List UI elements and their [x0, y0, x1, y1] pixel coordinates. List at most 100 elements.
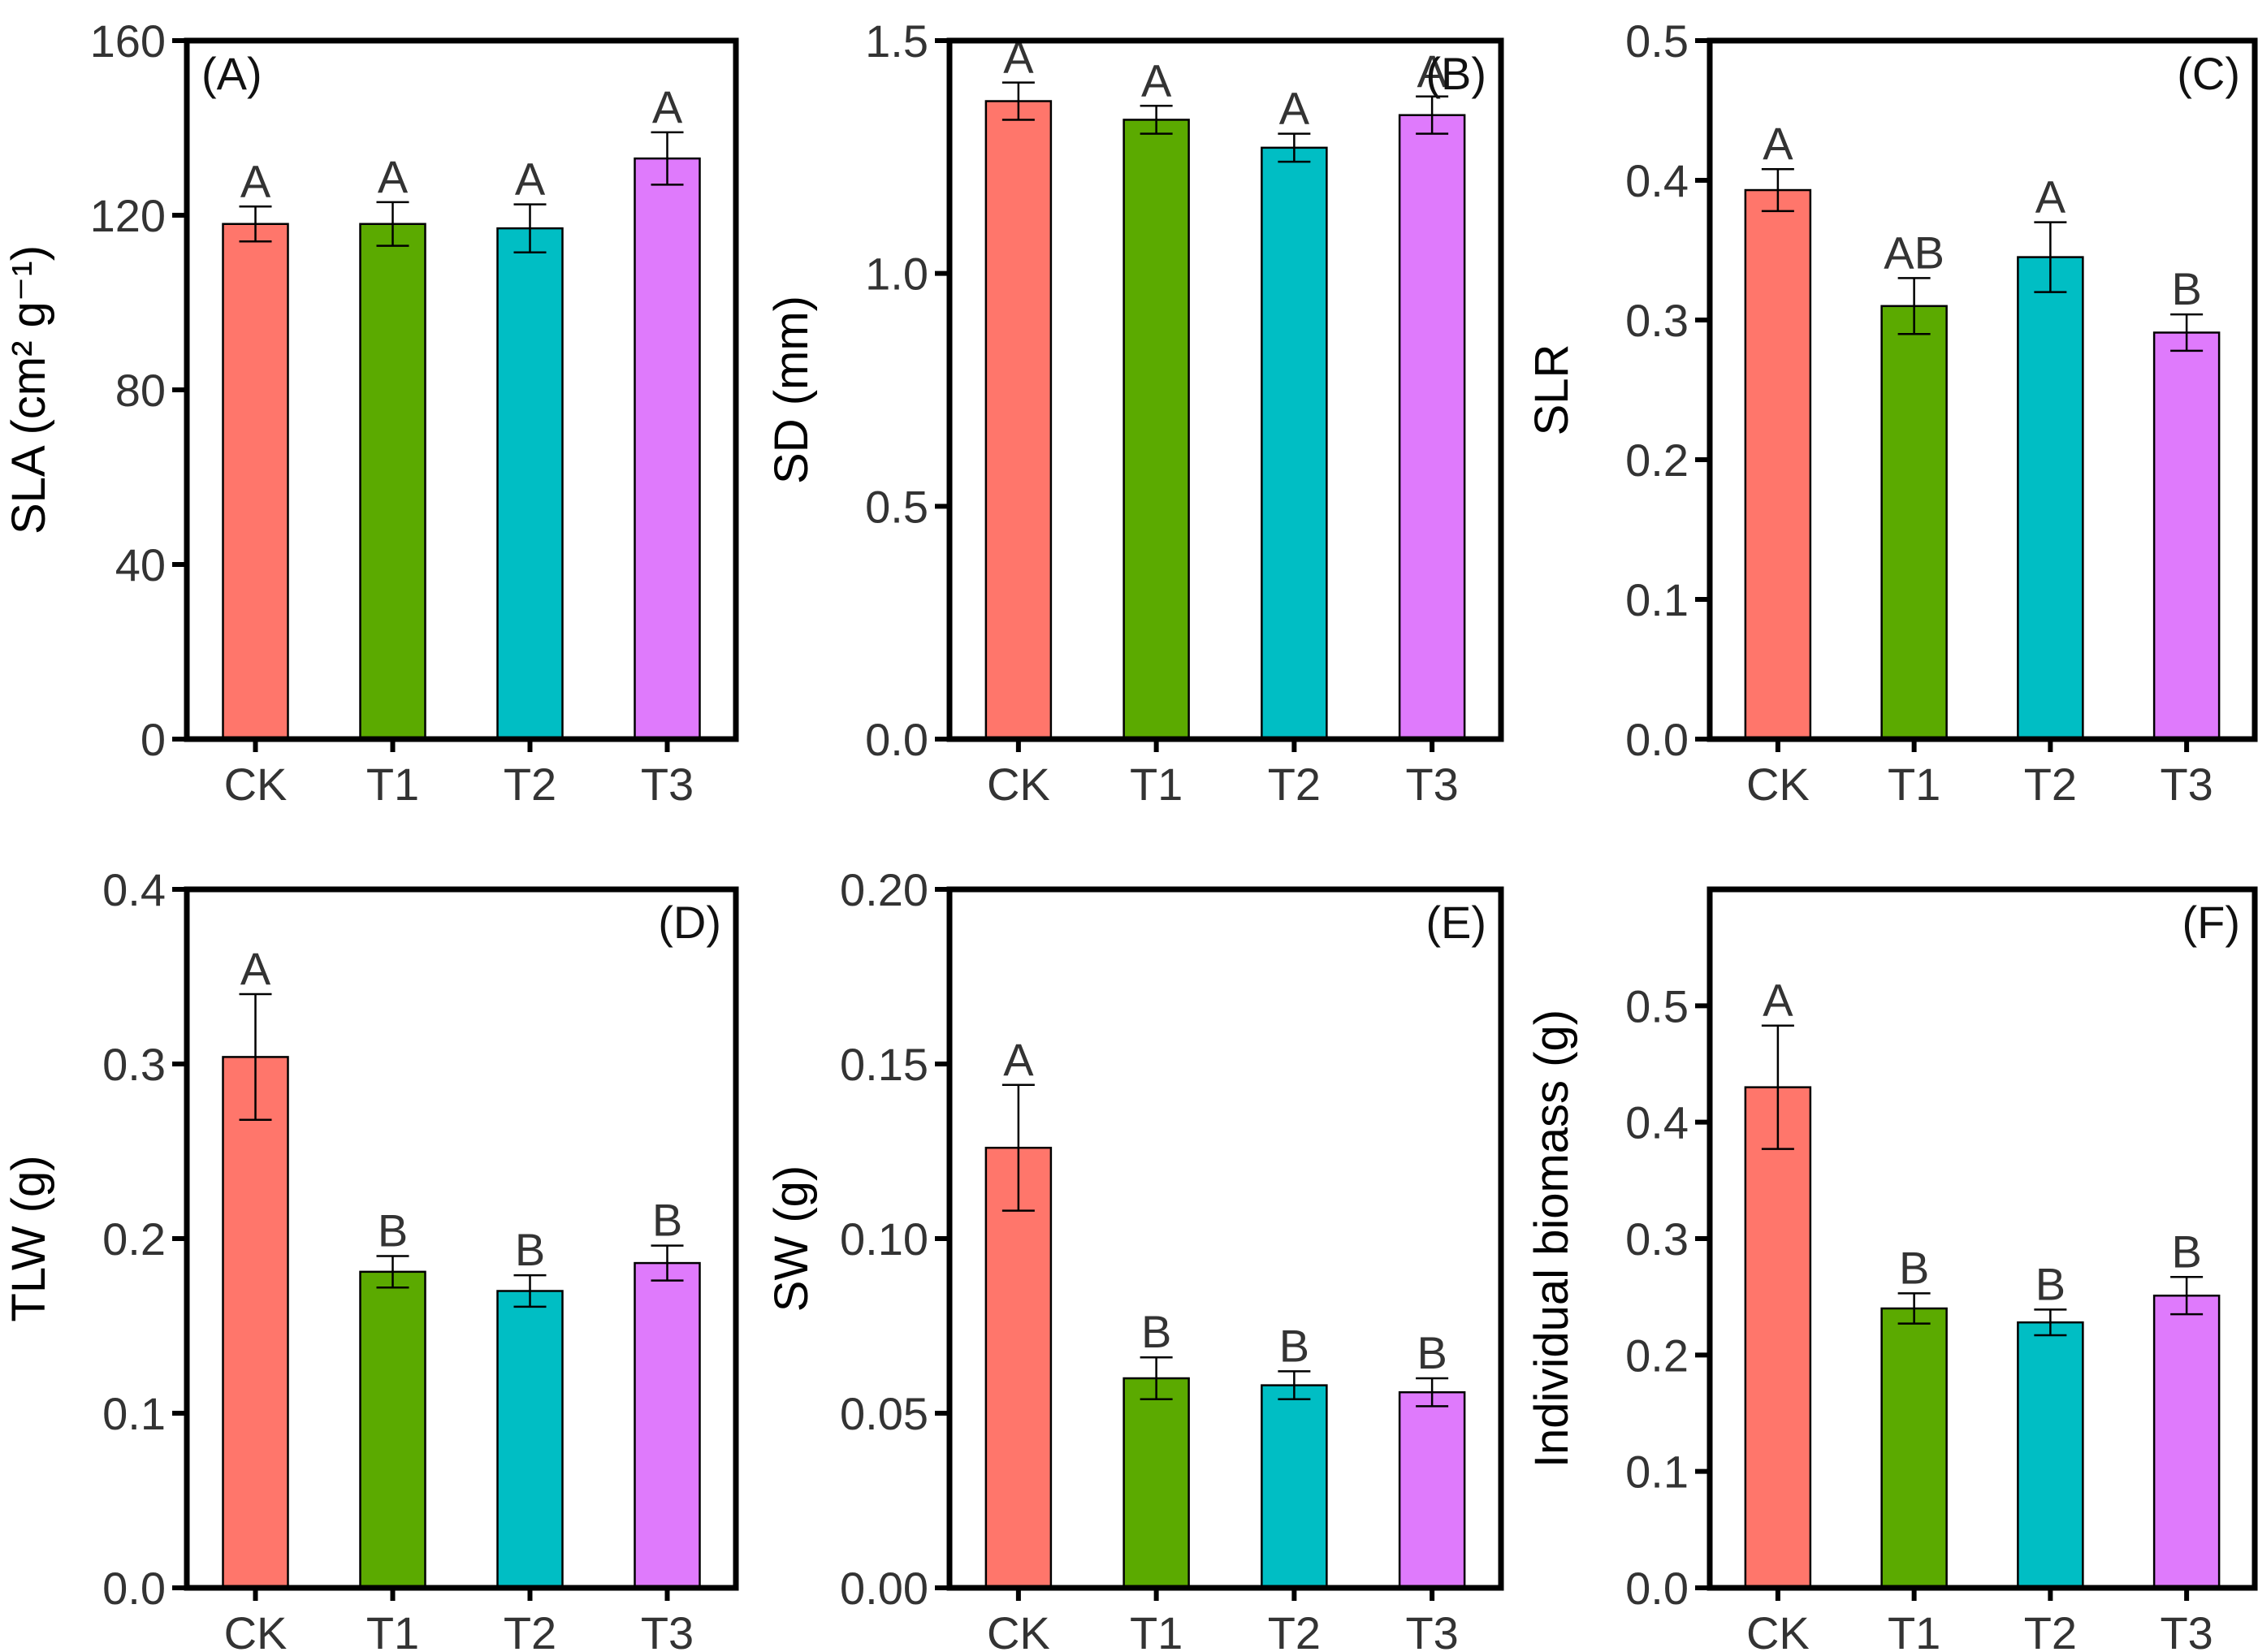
bar-t3 [1398, 1390, 1466, 1589]
y-tick-label: 0.5 [865, 481, 928, 532]
significance-letter-t1: B [378, 1205, 408, 1256]
significance-letter-t2: A [515, 154, 546, 205]
significance-letter-ck: A [240, 155, 271, 206]
panel-label: (F) [2182, 897, 2240, 948]
y-tick-label: 0.4 [102, 864, 166, 915]
x-tick-label-t3: T3 [2160, 759, 2213, 810]
significance-letter-t1: B [1899, 1242, 1929, 1293]
x-tick-label-ck: CK [987, 759, 1050, 810]
x-tick-label-t2: T2 [2024, 759, 2077, 810]
bar-t2 [2017, 256, 2084, 741]
y-axis-title: TLW (g) [2, 1155, 55, 1321]
significance-letter-t1: A [1141, 54, 1172, 106]
significance-letter-t1: AB [1884, 227, 1944, 278]
x-tick-label-ck: CK [224, 759, 288, 810]
x-tick-label-t2: T2 [504, 1607, 556, 1652]
x-tick-label-t3: T3 [641, 759, 694, 810]
significance-letter-t2: A [2035, 171, 2066, 223]
y-tick-label: 0.2 [1625, 1330, 1689, 1381]
bar-t2 [496, 227, 564, 741]
panel-label: (E) [1425, 897, 1486, 948]
panel-c: A CK AB T1 A T2 B T3 0.0 0.1 0.2 0.3 0.4 0.5 (C) SLR [1525, 15, 2258, 810]
x-tick-label-t1: T1 [1888, 759, 1940, 810]
panel-label: (D) [658, 897, 721, 948]
significance-letter-t3: B [652, 1195, 682, 1246]
bar-t2 [2017, 1321, 2084, 1589]
y-tick-label: 0.0 [865, 714, 928, 765]
panel-f: A CK B T1 B T2 B T3 0.0 0.1 0.2 0.3 0.4 0.5 (F) Individ… [1525, 886, 2258, 1652]
y-tick-label: 0.5 [1625, 980, 1689, 1031]
y-tick-label: 0.1 [1625, 574, 1689, 625]
bar-t2 [1261, 146, 1328, 741]
y-axis-title: Individual biomass (g) [1525, 1010, 1578, 1468]
y-tick-label: 0.2 [102, 1213, 166, 1265]
x-tick-label-t2: T2 [1268, 759, 1321, 810]
plot-frame [184, 886, 739, 1591]
x-tick-label-t1: T1 [366, 759, 419, 810]
bar-t3 [2152, 1294, 2221, 1589]
x-tick-label-t3: T3 [1405, 759, 1458, 810]
significance-letter-t3: B [1417, 1327, 1447, 1378]
y-tick-label: 0.05 [840, 1388, 928, 1439]
significance-letter-t3: B [2171, 1226, 2201, 1277]
plot-frame [946, 37, 1504, 742]
bar-t2 [496, 1290, 564, 1589]
y-tick-label: 40 [115, 539, 166, 590]
bar-t1 [1123, 119, 1190, 741]
significance-letter-t1: B [1141, 1306, 1171, 1357]
bar-ck [222, 1056, 289, 1589]
y-tick-label: 0.0 [1625, 1563, 1689, 1614]
x-tick-label-t3: T3 [1405, 1607, 1458, 1652]
x-tick-label-t1: T1 [1130, 1607, 1183, 1652]
significance-letter-t3: A [652, 81, 683, 132]
bar-t2 [1261, 1384, 1328, 1589]
significance-letter-t1: A [378, 151, 409, 202]
x-tick-label-ck: CK [987, 1607, 1050, 1652]
y-tick-label: 0.3 [1625, 1213, 1689, 1265]
x-tick-label-ck: CK [1746, 1607, 1810, 1652]
significance-letter-ck: A [1763, 975, 1793, 1026]
significance-letter-t2: B [515, 1224, 545, 1275]
panel-e: A CK B T1 B T2 B T3 0.00 0.05 0.10 0.15 0.20 (E) SW (g… [765, 864, 1504, 1652]
significance-letter-t3: A [1417, 45, 1447, 97]
plot-frame [184, 37, 739, 742]
bar-ck [1744, 1086, 1812, 1589]
bar-t1 [359, 1270, 426, 1589]
bar-t1 [1880, 1307, 1948, 1589]
y-tick-label: 0.3 [1625, 295, 1689, 346]
y-tick-label: 0.20 [840, 864, 928, 915]
x-tick-label-t3: T3 [641, 1607, 694, 1652]
x-tick-label-t1: T1 [1130, 759, 1183, 810]
significance-letter-t3: B [2171, 263, 2201, 314]
bar-t1 [1880, 305, 1948, 741]
y-axis-title: SLR [1525, 344, 1578, 436]
plot-frame [1706, 37, 2258, 742]
x-tick-label-t1: T1 [366, 1607, 419, 1652]
y-axis-title: SW (g) [765, 1165, 818, 1312]
y-tick-label: 1.5 [865, 15, 928, 67]
y-tick-label: 0.0 [1625, 714, 1689, 765]
significance-letter-ck: A [240, 943, 271, 994]
bar-t3 [2152, 331, 2221, 741]
y-tick-label: 160 [90, 15, 166, 67]
panel-label: (C) [2177, 48, 2240, 99]
plot-frame [1706, 886, 2258, 1591]
significance-letter-t2: B [1279, 1320, 1309, 1371]
y-tick-label: 0.00 [840, 1563, 928, 1614]
panel-d: A CK B T1 B T2 B T3 0.0 0.1 0.2 0.3 0.4 (D) TLW (g) [2, 864, 739, 1652]
y-tick-label: 0.2 [1625, 435, 1689, 486]
bar-ck [222, 223, 289, 741]
significance-letter-ck: A [1003, 1034, 1034, 1085]
significance-letter-ck: A [1763, 118, 1793, 169]
x-tick-label-ck: CK [1746, 759, 1810, 810]
bar-t1 [1123, 1377, 1190, 1589]
x-tick-label-t2: T2 [2024, 1607, 2077, 1652]
y-tick-label: 0.4 [1625, 1097, 1689, 1148]
y-tick-label: 80 [115, 365, 166, 416]
plot-frame [946, 886, 1504, 1591]
y-tick-label: 0.1 [1625, 1447, 1689, 1498]
y-tick-label: 120 [90, 190, 166, 241]
bar-t3 [1398, 114, 1466, 741]
